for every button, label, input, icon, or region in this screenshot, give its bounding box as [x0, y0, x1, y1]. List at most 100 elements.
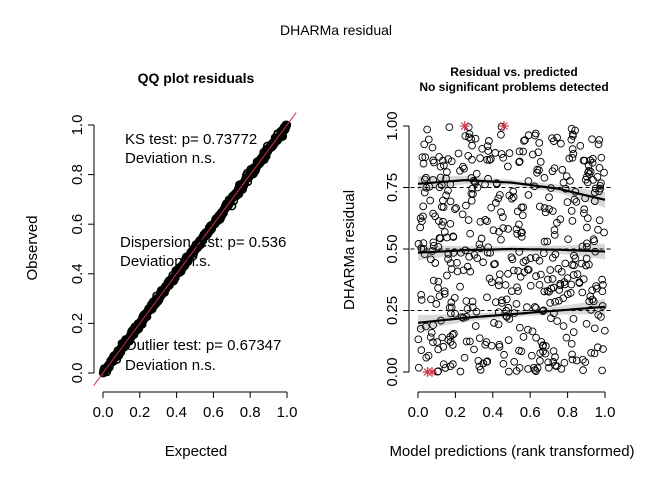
residual-point [417, 296, 426, 304]
residual-point [434, 277, 443, 286]
outlier-marker [459, 121, 470, 131]
residual-x-tick-label: 0.2 [445, 404, 466, 421]
residual-point [465, 252, 474, 261]
residual-point [596, 181, 604, 190]
residual-point [566, 176, 574, 185]
residual-point [567, 339, 576, 348]
residual-x-tick-label: 0.4 [482, 404, 503, 421]
residual-point [592, 282, 600, 290]
residual-point [561, 280, 569, 289]
residual-point [429, 209, 437, 218]
residual-point [435, 183, 444, 191]
residual-point [451, 309, 459, 318]
residual-point [426, 255, 435, 264]
residual-point [462, 297, 471, 305]
residual-point [553, 317, 562, 325]
residual-point [551, 361, 560, 370]
residual-point [588, 135, 596, 144]
dispersion-deviation-label: Deviation n.s. [120, 253, 211, 270]
residual-point [495, 191, 504, 199]
residual-point [593, 343, 602, 352]
residual-point [429, 156, 437, 165]
residual-point [467, 135, 475, 143]
residual-point [429, 241, 438, 250]
residual-point [419, 212, 427, 221]
figure-title: DHARMa residual [280, 22, 392, 38]
residual-point [422, 173, 430, 182]
residual-point [414, 335, 423, 344]
residual-y-tick-label: 1.00 [384, 111, 401, 140]
residual-point [466, 229, 475, 238]
residual-point [491, 149, 500, 157]
residual-point [569, 328, 578, 336]
residual-point [417, 291, 425, 299]
residual-point [514, 287, 522, 295]
residual-point [557, 139, 565, 148]
residual-point [573, 270, 582, 279]
residual-point [570, 195, 579, 204]
residual-point [472, 307, 481, 316]
qq-x-tick-label: 0.8 [240, 404, 261, 421]
residual-point [568, 217, 577, 225]
qq-reference-line [93, 112, 297, 386]
qq-x-axis-label: Expected [165, 443, 228, 460]
residual-y-tick-label: 0.25 [384, 296, 401, 325]
residual-point [492, 199, 500, 207]
residual-point [419, 202, 428, 211]
outlier-marker [499, 121, 510, 131]
residual-point [508, 255, 517, 264]
residual-point [450, 293, 459, 302]
residual-point [548, 275, 557, 283]
residual-point [524, 191, 533, 199]
quantile-confidence-band [418, 175, 605, 208]
residual-point [416, 324, 425, 333]
residual-point [572, 356, 581, 365]
residual-point [487, 203, 496, 212]
residual-outliers [422, 121, 510, 377]
residual-point [487, 278, 496, 287]
residual-point [512, 225, 521, 234]
residual-point [563, 274, 572, 282]
qq-y-tick-label: 0.0 [69, 363, 86, 384]
residual-point [568, 261, 577, 269]
residual-point [434, 284, 442, 292]
residual-point [453, 267, 462, 276]
residual-point [504, 336, 513, 344]
qq-y-axis-label: Observed [24, 215, 41, 280]
residual-title: Residual vs. predicted [450, 65, 577, 79]
residual-point [461, 132, 470, 140]
residual-point [572, 198, 581, 206]
residual-point [557, 365, 566, 373]
residual-point [474, 356, 483, 365]
residual-point [528, 150, 537, 159]
residual-point [497, 299, 506, 307]
residual-point [543, 287, 552, 295]
residual-point [443, 168, 451, 176]
residual-x-ticks: 0.0 0.2 0.4 0.6 0.8 1.0 [408, 392, 615, 421]
residual-point [466, 337, 474, 346]
residual-point [416, 223, 425, 232]
residual-point [440, 287, 449, 296]
residual-point [550, 137, 558, 145]
residual-point [580, 156, 589, 165]
residual-point [568, 350, 576, 359]
residual-point [505, 191, 514, 200]
residual-point [583, 214, 592, 223]
residual-point [447, 309, 455, 318]
residual-point [497, 150, 506, 158]
residual-point [599, 345, 607, 353]
residual-point [466, 267, 475, 276]
residual-point [467, 189, 476, 198]
residual-point [503, 313, 511, 321]
residual-point [515, 363, 524, 372]
residual-point [521, 136, 529, 144]
qq-point [227, 201, 237, 211]
outlier-test-label: Outlier test: p= 0.67347 [125, 337, 281, 354]
residual-point [589, 235, 598, 244]
residual-point [445, 123, 454, 132]
residual-point [515, 147, 524, 156]
residual-point [481, 340, 490, 349]
residual-point [557, 267, 566, 276]
residual-point [499, 213, 507, 221]
